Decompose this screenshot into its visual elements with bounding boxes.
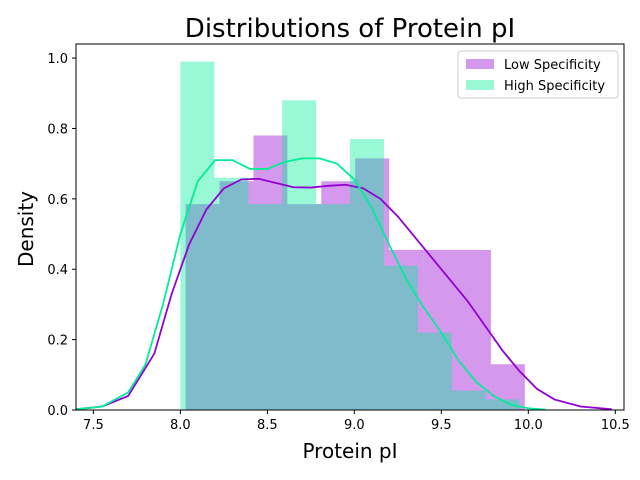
chart-title: Distributions of Protein pI <box>185 14 515 44</box>
y-tick-label-4: 0.8 <box>47 122 68 137</box>
y-tick-label-2: 0.4 <box>47 263 68 278</box>
histogram-bar-high-0 <box>180 61 215 410</box>
y-tick-label-0: 0.0 <box>47 404 68 419</box>
plot-frame <box>75 43 625 411</box>
histogram-bar-high-1 <box>214 177 249 410</box>
x-tick-label-4: 9.5 <box>431 418 452 433</box>
histogram-bar-high-3 <box>282 100 317 411</box>
legend-swatch-low <box>466 59 494 69</box>
x-tick-label-1: 8.0 <box>170 418 191 433</box>
x-tick-label-2: 8.5 <box>257 418 278 433</box>
histogram-bar-low-4 <box>321 181 356 410</box>
y-axis-label: Density <box>14 191 38 267</box>
x-tick-label-3: 9.0 <box>344 418 365 433</box>
legend-box <box>457 50 619 99</box>
histogram-bar-low-1 <box>219 181 254 410</box>
histogram-bar-high-5 <box>350 139 384 410</box>
y-tick-label-3: 0.6 <box>47 193 68 208</box>
histogram-bar-high-4 <box>316 204 350 410</box>
y-tick-label-1: 0.2 <box>47 334 68 349</box>
y-tick-label-5: 1.0 <box>47 52 68 67</box>
histogram-bar-low-6 <box>389 249 424 410</box>
kde-line-high <box>75 157 546 411</box>
legend-swatch-high <box>466 80 494 90</box>
histogram-bar-low-5 <box>355 158 390 410</box>
histogram-bar-high-8 <box>451 390 486 410</box>
histogram-bar-high-7 <box>417 332 452 410</box>
histogram-bar-high-9 <box>485 399 520 410</box>
histogram-bar-low-8 <box>456 249 491 410</box>
x-axis-label: Protein pI <box>302 439 397 463</box>
legend-label-low: Low Specificity <box>504 58 601 73</box>
x-tick-label-0: 7.5 <box>83 418 104 433</box>
histogram-bar-high-2 <box>248 204 283 410</box>
kde-line-low <box>75 177 612 411</box>
legend-label-high: High Specificity <box>504 79 605 94</box>
histogram-bar-low-3 <box>287 204 322 410</box>
x-tick-label-6: 10.5 <box>601 418 630 433</box>
histogram-bar-high-6 <box>383 265 418 410</box>
x-tick-label-5: 10.0 <box>514 418 543 433</box>
